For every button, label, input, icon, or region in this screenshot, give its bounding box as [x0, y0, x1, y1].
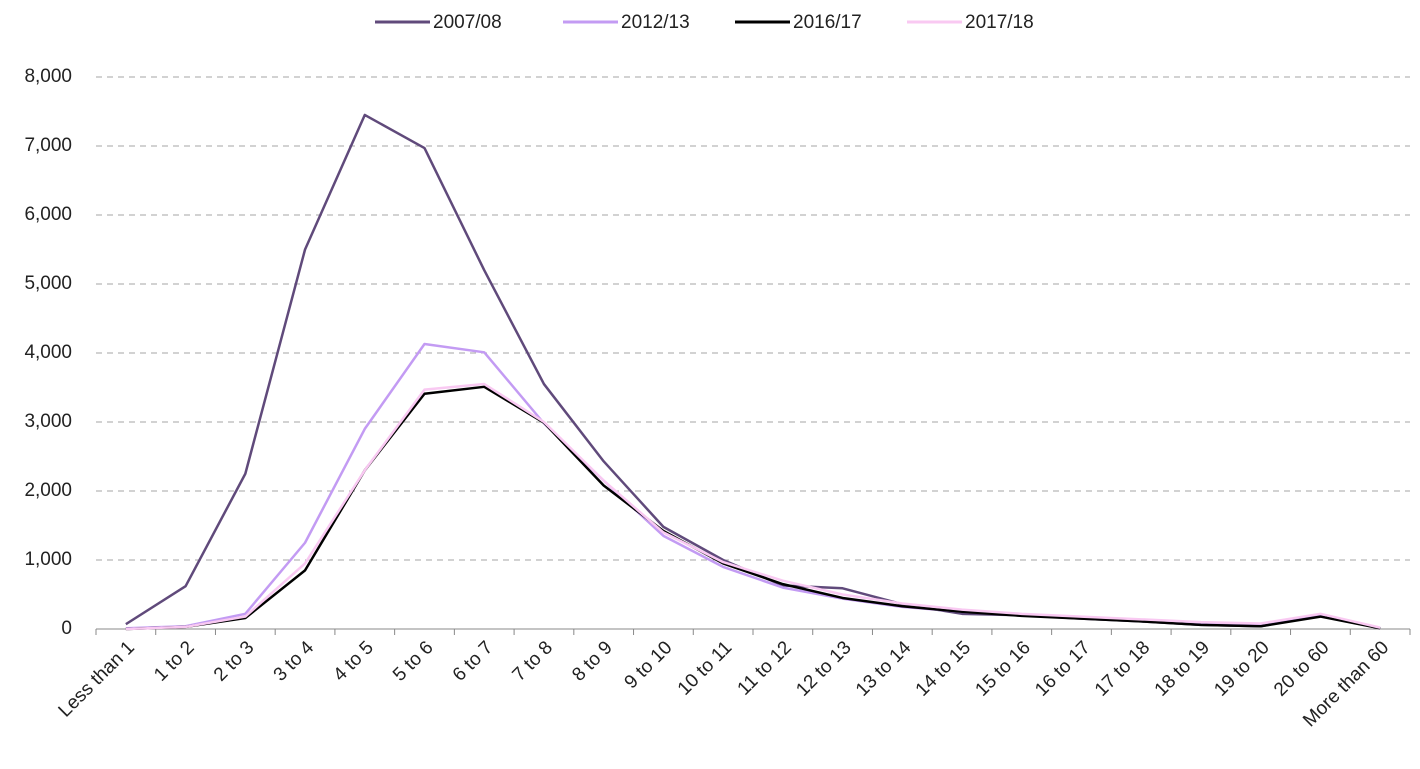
- legend-label: 2017/18: [965, 12, 1034, 33]
- y-tick-label: 3,000: [24, 411, 72, 432]
- y-tick-label: 6,000: [24, 204, 72, 225]
- y-tick-label: 7,000: [24, 135, 72, 156]
- x-tick-label: 19 to 20: [1210, 637, 1273, 700]
- x-tick-label: 1 to 2: [150, 637, 198, 685]
- legend-item: 2007/08: [375, 12, 502, 33]
- x-tick-label: 5 to 6: [389, 637, 437, 685]
- x-tick-label: 10 to 11: [674, 637, 736, 699]
- y-tick-label: 2,000: [24, 480, 72, 501]
- x-tick-label: 13 to 14: [852, 637, 916, 701]
- y-tick-label: 1,000: [24, 549, 72, 570]
- legend-item: 2012/13: [563, 12, 690, 33]
- x-tick-label: 15 to 16: [971, 637, 1034, 700]
- legend-label: 2007/08: [433, 12, 502, 33]
- x-tick-label: 3 to 4: [270, 637, 319, 686]
- legend-label: 2016/17: [793, 12, 862, 33]
- x-tick-label: 11 to 12: [734, 637, 796, 699]
- line-series: [125, 385, 1381, 631]
- x-tick-label: 9 to 10: [621, 637, 677, 693]
- x-tick-label: 16 to 17: [1031, 637, 1094, 700]
- x-tick-label: 12 to 13: [792, 637, 855, 700]
- x-tick-label: 8 to 9: [568, 637, 616, 685]
- y-tick-label: 0: [61, 618, 72, 639]
- x-tick-label: 7 to 8: [509, 637, 557, 685]
- x-tick-label: 18 to 19: [1151, 637, 1214, 700]
- legend-label: 2012/13: [621, 12, 690, 33]
- x-tick-label: 17 to 18: [1091, 637, 1154, 700]
- x-tick-label: 14 to 15: [912, 637, 975, 700]
- x-tick-label: 6 to 7: [449, 637, 497, 685]
- legend-item: 2016/17: [735, 12, 862, 33]
- x-tick-label: Less than 1: [55, 637, 139, 721]
- y-tick-label: 4,000: [24, 342, 72, 363]
- x-tick-label: 2 to 3: [210, 637, 258, 685]
- y-tick-label: 5,000: [24, 273, 72, 294]
- legend-item: 2017/18: [907, 12, 1034, 33]
- line-series: [125, 342, 1381, 630]
- y-tick-label: 8,000: [24, 66, 72, 87]
- line-series: [125, 382, 1381, 631]
- x-tick-label: 4 to 5: [329, 637, 377, 685]
